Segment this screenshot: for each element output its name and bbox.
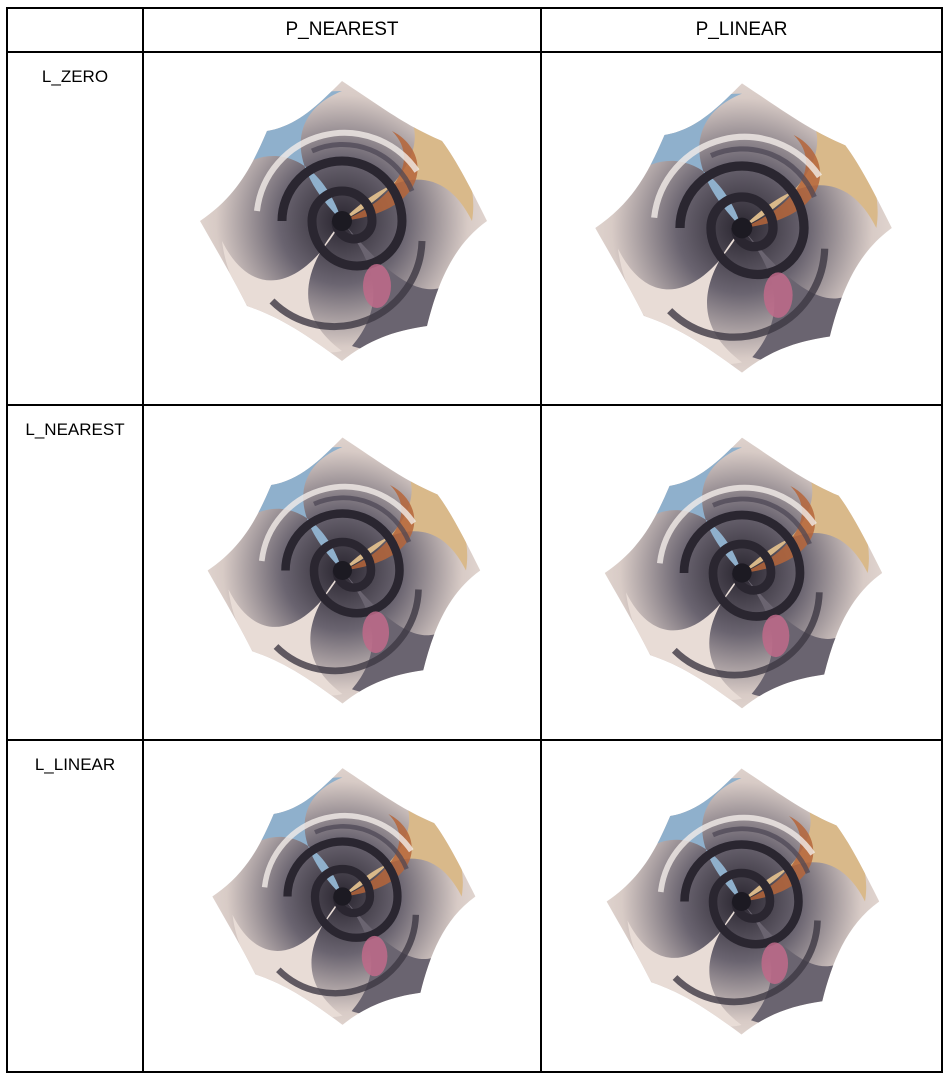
- table-row: L_NEAREST: [6, 404, 943, 741]
- table-row: L_ZERO: [6, 51, 943, 406]
- swirl-image: [599, 759, 884, 1044]
- row-label-l-nearest: L_NEAREST: [6, 404, 144, 741]
- image-cell: [142, 51, 542, 406]
- image-cell: [540, 404, 943, 741]
- image-cell: [142, 739, 542, 1073]
- swirl-image: [587, 73, 897, 383]
- swirl-image: [192, 71, 492, 371]
- swirl-image: [597, 428, 887, 718]
- row-label-l-linear: L_LINEAR: [6, 739, 144, 1073]
- image-cell: [142, 404, 542, 741]
- image-cell: [540, 739, 943, 1073]
- header-row: P_NEAREST P_LINEAR: [6, 7, 943, 53]
- comparison-table: P_NEAREST P_LINEAR L_ZERO L_NEAREST L_LI…: [6, 7, 943, 1073]
- swirl-image: [205, 759, 480, 1034]
- swirl-image: [200, 428, 485, 713]
- column-header-p-nearest: P_NEAREST: [142, 7, 542, 53]
- row-label-l-zero: L_ZERO: [6, 51, 144, 406]
- table-row: L_LINEAR: [6, 739, 943, 1073]
- column-header-p-linear: P_LINEAR: [540, 7, 943, 53]
- corner-cell: [6, 7, 144, 53]
- image-cell: [540, 51, 943, 406]
